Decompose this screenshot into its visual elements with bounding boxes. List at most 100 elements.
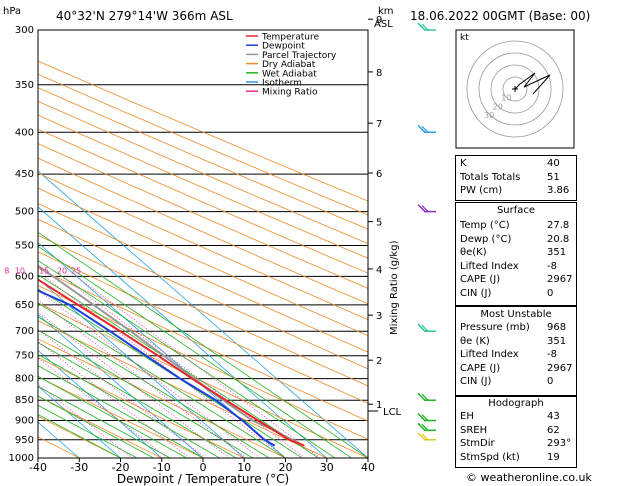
wind-barb-flag [417,323,426,332]
mixing-ratio-label: 20 [57,266,67,275]
hodograph-table-title: Hodograph [488,398,544,409]
dry-adiabat-line [38,114,368,259]
temperature-tick-label: 0 [200,461,207,474]
mixing-ratio-line [38,289,261,458]
table-row: K 40 [460,158,572,170]
table-row: Pressure (mb) 968 [460,322,572,334]
row-key: CAPE (J) [460,362,501,374]
background-lines [38,30,368,458]
location-label: 40°32'N 279°14'W 366m ASL [56,9,233,23]
pressure-tick-label: 550 [15,240,34,251]
wet-adiabat-line [38,342,237,458]
row-value: 20.8 [547,233,570,245]
mixing-ratio-label: 25 [71,266,81,275]
row-key: θe (K) [460,335,490,347]
mixing-ratio-label: 15 [39,266,49,275]
row-value: 62 [547,424,560,436]
wet-adiabat-line [38,354,220,458]
row-value: 43 [547,411,560,422]
wind-barb-flag [421,433,429,441]
table-row: EH 43 [460,411,572,423]
row-key: Lifted Index [460,260,519,272]
legend-label: Dewpoint [262,42,305,52]
pressure-tick-label: 950 [15,435,34,446]
wind-barb-flag [421,205,429,213]
wind-barb-flag [417,124,426,133]
dewpoint-series-line [38,289,276,447]
row-key: StmDir [460,438,495,449]
asl-unit-label: ASL [374,19,393,30]
row-value: 2967 [547,274,573,285]
row-value: 968 [547,322,567,333]
row-value: 2967 [547,362,573,374]
wet-adiabat-line [38,329,253,458]
pressure-tick-label: 850 [15,395,34,406]
wet-adiabat-line [38,404,138,458]
row-key: Lifted Index [460,349,519,360]
parcel-trajectory-series-line [38,264,304,447]
row-value: -8 [547,349,557,360]
hodograph-ring [490,64,540,114]
wind-barb-flag [421,125,429,133]
height-tick-label: 7 [376,119,382,130]
table-row: StmDir 293° [460,438,572,450]
row-value: 51 [547,171,560,183]
isotherm-line [38,349,163,458]
table-row: CAPE (J) 2967 [460,363,572,375]
legend-label: Temperature [261,33,319,43]
most-unstable-panel: Most Unstable Pressure (mb) 968 θe (K) 351 L… [455,306,577,396]
pressure-tick-label: 300 [15,25,34,36]
row-value: 293° [547,438,572,449]
mixing-ratio-axis-label: Mixing Ratio (g/kg) [389,240,400,335]
wind-barb-flag [417,432,426,441]
wind-barb-flag [421,23,429,31]
row-key: Pressure (mb) [460,322,530,333]
pressure-tick-label: 800 [15,374,34,385]
dry-adiabat-line [38,302,368,458]
wind-barb-flag [421,393,429,401]
pressure-axis: 300 350 400 450 500 550 600 650 700 750 800 850 900 9… [9,25,34,464]
dry-adiabat-line [38,87,368,230]
legend-label: Isotherm [262,79,302,89]
mixing-ratio-line [61,276,306,458]
dry-adiabat-line [38,218,368,370]
dry-adiabat-line [38,203,368,353]
isotherm-line [38,278,245,458]
surface-title: Surface [496,205,536,216]
row-key: Dewp (°C) [460,233,512,245]
isotherm-line [38,242,286,458]
height-axis: 1 2 3 4 5 6 7 8 9 [368,15,382,412]
wet-adiabat-line [38,316,270,458]
pressure-tick-label: 400 [15,127,34,138]
mixing-ratio-label: 10 [15,266,25,275]
hodograph-trace [514,72,551,95]
pressure-tick-label: 750 [15,351,34,362]
row-key: StmSpd (kt) [460,451,520,463]
hpa-unit-label: hPa [3,6,21,17]
isotherm-line [38,206,328,458]
wind-barb-flag [417,392,426,401]
height-tick-label: 9 [376,15,382,26]
wind-barb-flag [421,423,429,431]
sounding-lines [38,264,305,447]
table-row: Totals Totals 51 [460,172,572,184]
wind-barb-flag [417,22,426,31]
legend-label: Mixing Ratio [262,88,318,98]
mixing-ratio-line [38,299,247,458]
surface-panel: Surface Temp (°C) 27.8 Dewp (°C) 20.8 θe(K) 3… [455,202,577,306]
table-row: CIN (J) 0 [460,376,572,388]
row-value: 27.8 [547,220,570,231]
pressure-tick-label: 1000 [9,453,34,464]
hodograph-table-panel: Hodograph EH 43 SREH 62 StmDir 293° StmSpd (kt… [455,396,577,468]
height-tick-label: 1 [376,400,382,411]
pressure-tick-label: 900 [15,416,34,427]
wet-adiabat-line [38,274,319,458]
wind-barb-flag [421,324,429,332]
dry-adiabat-line [38,376,204,458]
wet-adiabat-line [38,302,286,458]
dry-adiabat-line [38,128,368,274]
temperature-tick-label: -40 [29,461,47,474]
table-row: Lifted Index -8 [460,261,572,273]
